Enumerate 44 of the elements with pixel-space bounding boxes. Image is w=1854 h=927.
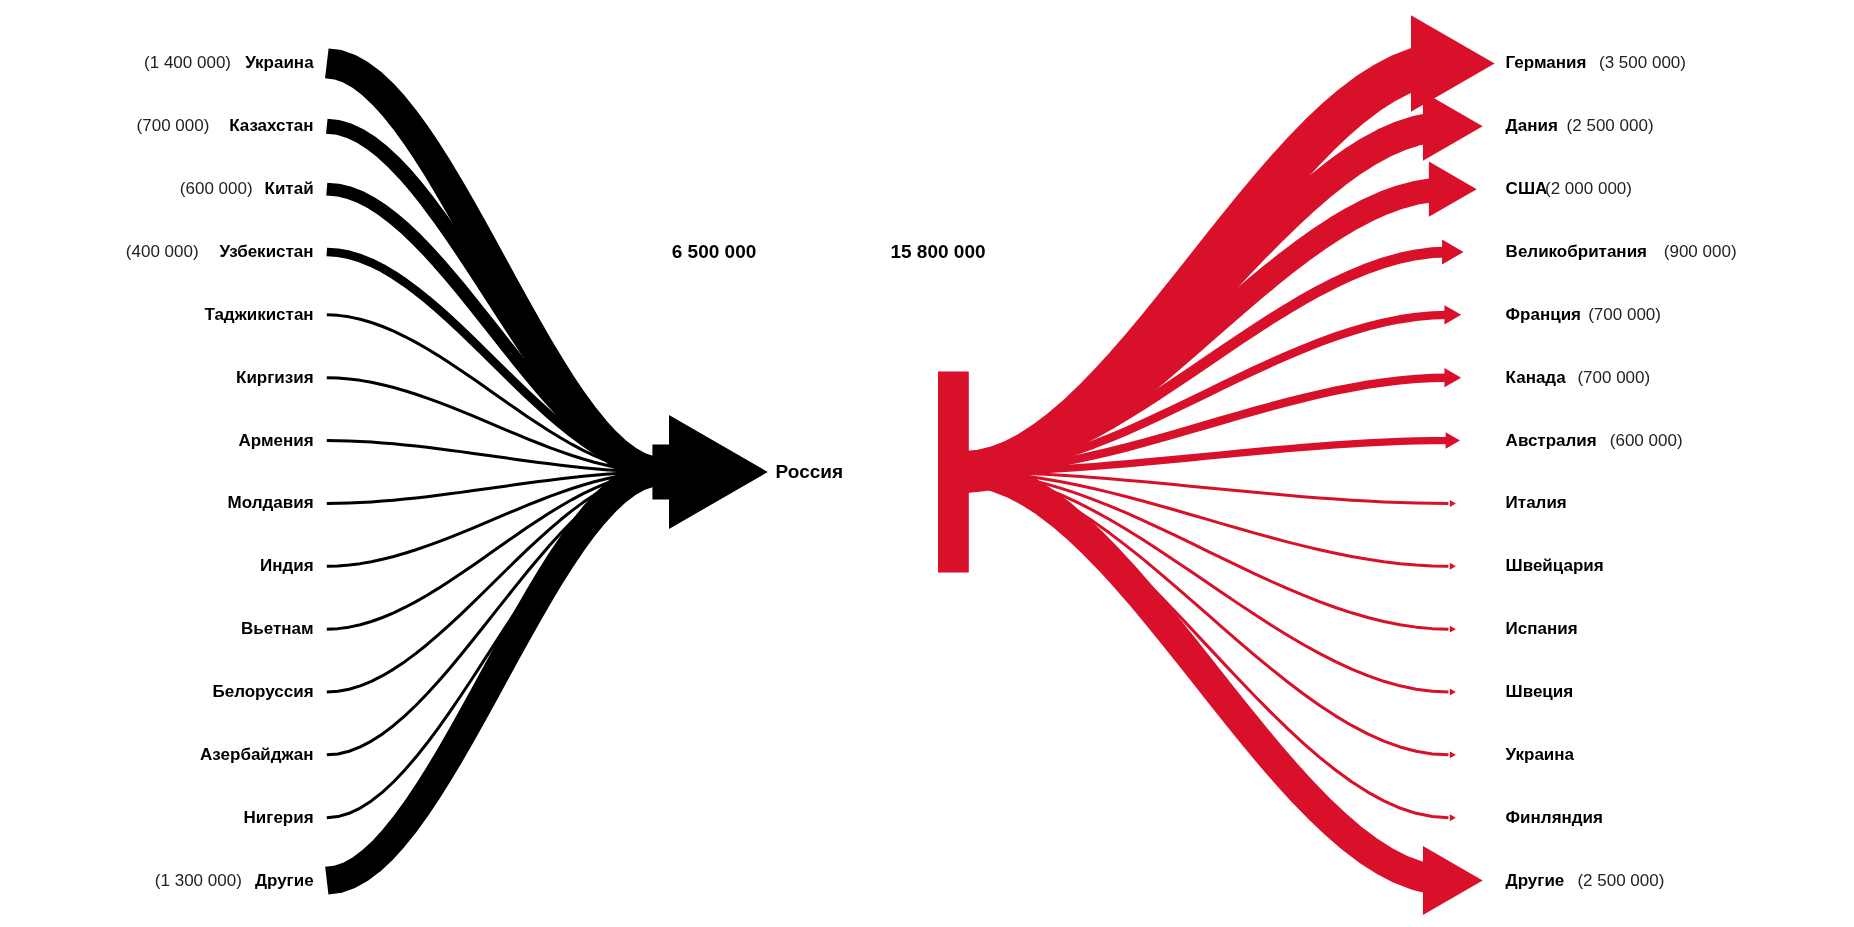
data-label: (600 000) — [1609, 430, 1683, 450]
category-label: Азербайджан — [200, 744, 314, 764]
category-label: Швейцария — [1505, 556, 1604, 576]
data-label: (700 000) — [1577, 367, 1651, 387]
text: 6 500 000 — [671, 241, 757, 262]
category-label: Китай — [264, 179, 314, 199]
category-label: Великобритания — [1505, 242, 1648, 261]
category-label: Армения — [238, 430, 314, 450]
data-label: (1 400 000) — [144, 53, 231, 73]
data-label: (900 000) — [1663, 242, 1737, 261]
data-label: (600 000) — [179, 179, 253, 199]
category-label: Украина — [245, 53, 315, 73]
category-label: США — [1505, 179, 1548, 199]
data-label: (2 500 000) — [1566, 116, 1654, 136]
category-label: Швеция — [1505, 682, 1574, 701]
data-label: (1 300 000) — [154, 870, 242, 890]
category-label: Белоруссия — [212, 682, 314, 701]
category-label: Австралия — [1505, 430, 1597, 450]
category-label: Киргизия — [236, 367, 314, 387]
category-label: Вьетнам — [241, 619, 314, 639]
category-label: Канада — [1505, 367, 1567, 387]
category-label: Украина — [1505, 744, 1575, 764]
category-label: Молдавия — [227, 493, 314, 513]
data-label: (3 500 000) — [1599, 53, 1686, 73]
data-label: (700 000) — [136, 116, 210, 136]
category-label: Франция — [1505, 304, 1582, 324]
category-label: Финляндия — [1505, 807, 1603, 827]
category-label: Италия — [1505, 493, 1567, 513]
category-label: Узбекистан — [219, 242, 314, 261]
category-label: Другие — [1505, 870, 1565, 890]
data-label: (2 500 000) — [1577, 870, 1665, 890]
category-label: Казахстан — [229, 116, 314, 136]
category-label: Германия — [1505, 53, 1587, 73]
category-label: Другие — [254, 870, 314, 890]
category-label: Нигерия — [243, 807, 314, 827]
text: Россия — [775, 461, 844, 482]
category-label: Испания — [1505, 619, 1578, 639]
text: 15 800 000 — [890, 241, 986, 262]
data-label: (2 000 000) — [1545, 179, 1632, 199]
data-label: (400 000) — [125, 242, 199, 261]
category-label: Индия — [259, 556, 314, 576]
data-label: (700 000) — [1588, 304, 1661, 324]
category-label: Таджикистан — [204, 304, 314, 324]
category-label: Дания — [1505, 116, 1558, 136]
